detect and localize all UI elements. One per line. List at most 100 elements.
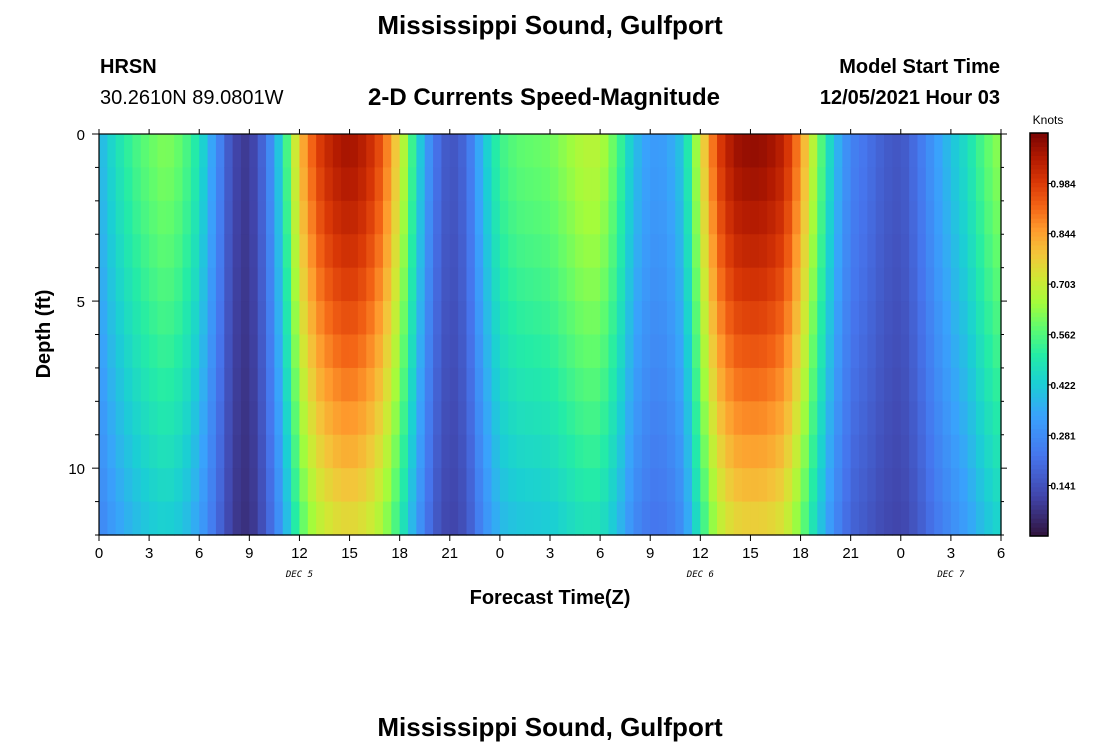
heatmap-cell [942, 134, 952, 169]
heatmap-cell [808, 434, 818, 469]
heatmap-cell [99, 434, 108, 469]
x-tick-label: 0 [496, 545, 504, 562]
heatmap-cell [474, 434, 484, 469]
heatmap-cell [332, 234, 342, 269]
colorbar-segment [1030, 379, 1048, 385]
heatmap-cell [925, 234, 935, 269]
heatmap-cell [641, 501, 651, 536]
heatmap-cell [266, 167, 275, 202]
heatmap-cell [207, 401, 217, 436]
heatmap-cell [165, 200, 175, 235]
heatmap-cell [99, 234, 108, 269]
colorbar: 0.984 0.844 0.703 0.562 0.422 0.281 0.141 [1029, 132, 1076, 537]
heatmap-cell [917, 167, 927, 202]
heatmap-cell [149, 501, 159, 536]
heatmap-cell [499, 434, 509, 469]
colorbar-segment [1030, 464, 1048, 470]
heatmap-cell [165, 501, 175, 536]
model-start-value: 12/05/2021 Hour 03 [819, 87, 1000, 109]
heatmap-cell [967, 334, 977, 369]
colorbar-segment [1030, 321, 1048, 327]
colorbar-segment [1030, 370, 1048, 376]
heatmap-cell [316, 468, 326, 503]
heatmap-cell [449, 434, 459, 469]
heatmap-cell [524, 200, 534, 235]
colorbar-segment [1030, 137, 1048, 143]
heatmap-cell [909, 501, 919, 536]
heatmap-cell [850, 301, 860, 336]
colorbar-tick-label: 0.141 [1050, 481, 1075, 492]
heatmap-cell [474, 401, 484, 436]
heatmap-cell [867, 501, 877, 536]
heatmap-cell [124, 200, 134, 235]
heatmap-cell [975, 200, 985, 235]
heatmap-cell [132, 434, 142, 469]
heatmap-cell [349, 401, 359, 436]
heatmap-cell [140, 301, 150, 336]
heatmap-cell [550, 234, 559, 269]
heatmap-cell [884, 434, 894, 469]
heatmap-cell [508, 200, 518, 235]
heatmap-cell [717, 200, 726, 235]
heatmap-cell [433, 334, 443, 369]
heatmap-cell [942, 367, 952, 402]
heatmap-cell [934, 401, 944, 436]
heatmap-cell [641, 301, 651, 336]
heatmap-cell [215, 134, 225, 169]
heatmap-cell [884, 401, 894, 436]
heatmap-cell [666, 501, 676, 536]
heatmap-cell [775, 468, 785, 503]
heatmap-cell [274, 401, 284, 436]
heatmap-cell [817, 134, 827, 169]
heatmap-cell [249, 301, 259, 336]
heatmap-cell [758, 267, 768, 302]
heatmap-cell [975, 267, 985, 302]
heatmap-cell [783, 234, 793, 269]
heatmap-cell [366, 200, 376, 235]
heatmap-cell [934, 367, 944, 402]
heatmap-cell [533, 501, 543, 536]
heatmap-cell [608, 501, 618, 536]
heatmap-cell [850, 468, 860, 503]
heatmap-cell [758, 167, 768, 202]
heatmap-cell [842, 501, 852, 536]
heatmap-cell [867, 234, 877, 269]
heatmap-cell [633, 334, 643, 369]
heatmap-cell [725, 434, 735, 469]
heatmap-cell [190, 301, 200, 336]
heatmap-cell [708, 234, 718, 269]
heatmap-cell [324, 267, 334, 302]
heatmap-cell [733, 334, 743, 369]
heatmap-cell [466, 367, 476, 402]
heatmap-cell [149, 367, 159, 402]
heatmap-cell [967, 468, 977, 503]
heatmap-cell [950, 367, 960, 402]
heatmap-cell [833, 234, 843, 269]
date-label: DEC 7 [936, 570, 965, 580]
heatmap-cell [700, 334, 710, 369]
heatmap-cell [867, 200, 877, 235]
date-labels: DEC 5 DEC 6 DEC 7 [285, 570, 965, 580]
x-axis: 0 3 6 9 12 15 18 21 0 3 6 9 12 15 18 21 0 3 6 [95, 129, 1005, 562]
heatmap-cell [641, 167, 651, 202]
heatmap-cell [483, 134, 493, 169]
colorbar-segment [1030, 365, 1048, 371]
heatmap-cell [900, 501, 910, 536]
heatmap-cell [792, 301, 802, 336]
heatmap-cell [550, 468, 559, 503]
heatmap-cell [458, 468, 468, 503]
heatmap-cell [190, 434, 200, 469]
heatmap-cell [884, 468, 894, 503]
heatmap-cell [625, 234, 635, 269]
heatmap-cell [683, 301, 693, 336]
heatmap-cell [341, 434, 351, 469]
x-tick-label: 21 [842, 545, 859, 562]
heatmap-cell [307, 334, 317, 369]
heatmap-cell [884, 334, 894, 369]
heatmap-cell [934, 167, 944, 202]
heatmap-cell [483, 401, 493, 436]
heatmap-cell [307, 367, 317, 402]
heatmap-cell [558, 267, 568, 302]
heatmap-cell [666, 367, 676, 402]
heatmap-cell [282, 434, 292, 469]
